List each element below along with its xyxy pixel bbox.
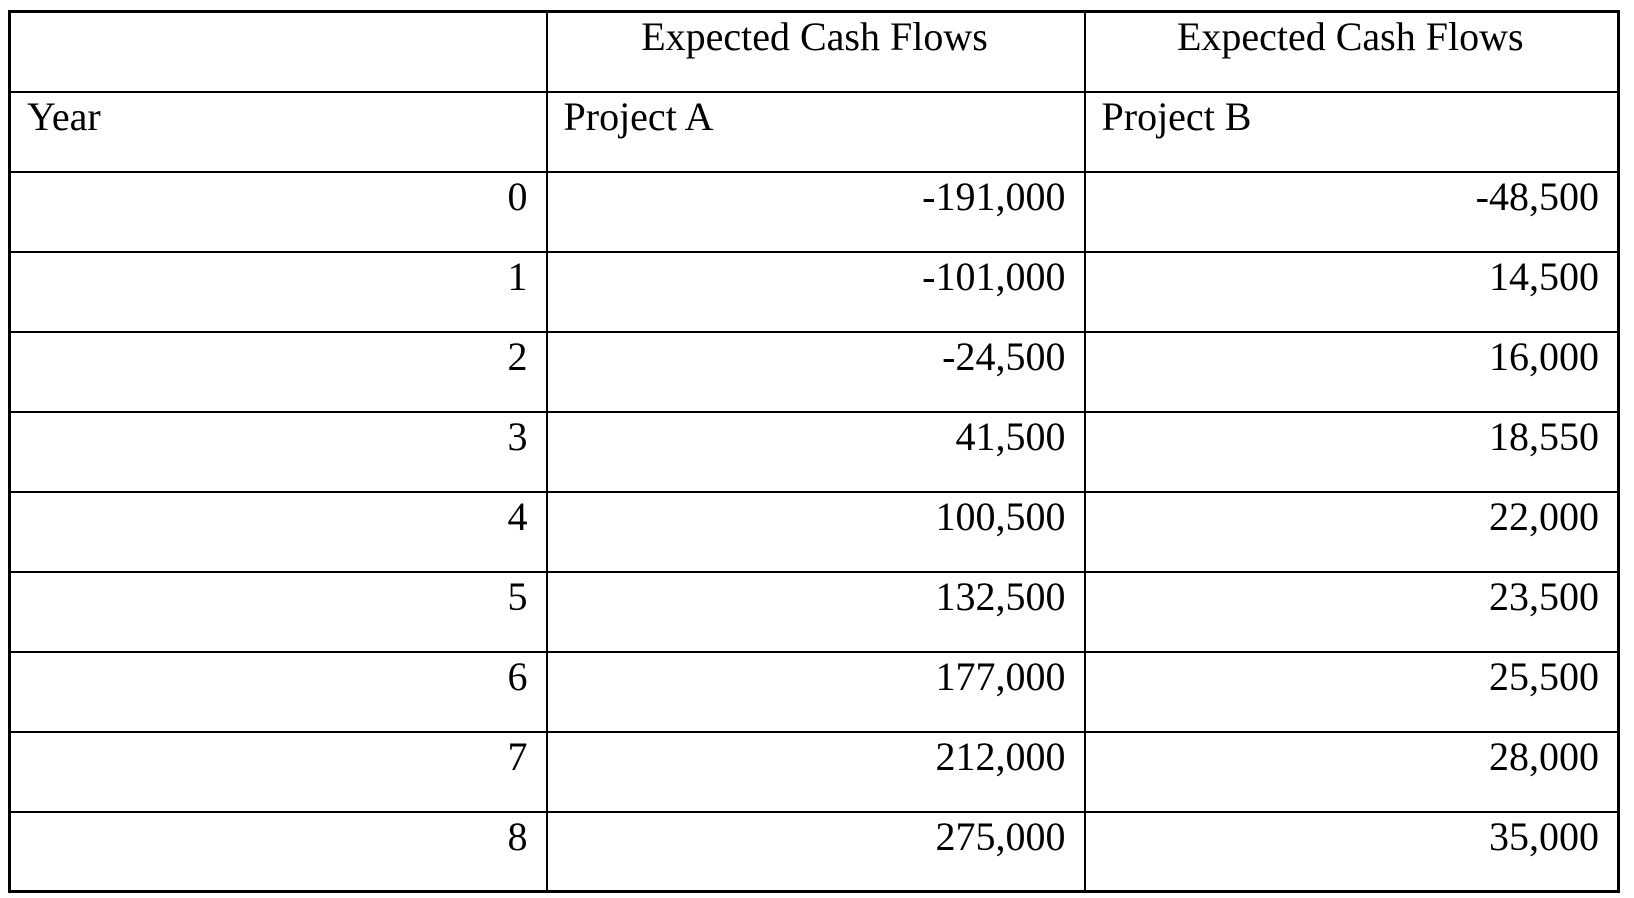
project-b-cell: 18,550 [1083,410,1620,493]
project-a-cell: -24,500 [545,330,1086,413]
year-cell: 1 [8,250,548,333]
project-b-column-header: Project B [1083,90,1620,173]
year-cell: 6 [8,650,548,733]
table-header-row-labels: Year Project A Project B [8,90,1620,173]
project-a-cell: -191,000 [545,170,1086,253]
project-b-cell: 35,000 [1083,810,1620,893]
table-row: 0 -191,000 -48,500 [8,170,1620,253]
project-a-cell: 41,500 [545,410,1086,493]
project-b-cell: 16,000 [1083,330,1620,413]
expected-cash-flows-header-b: Expected Cash Flows [1083,10,1620,93]
year-cell: 0 [8,170,548,253]
table-row: 8 275,000 35,000 [8,810,1620,893]
project-a-cell: 100,500 [545,490,1086,573]
table-row: 2 -24,500 16,000 [8,330,1620,413]
project-a-cell: 132,500 [545,570,1086,653]
expected-cash-flows-table: Expected Cash Flows Expected Cash Flows … [8,10,1620,893]
year-cell: 5 [8,570,548,653]
table-row: 5 132,500 23,500 [8,570,1620,653]
project-a-cell: -101,000 [545,250,1086,333]
project-b-cell: 22,000 [1083,490,1620,573]
table-header-row-top: Expected Cash Flows Expected Cash Flows [8,10,1620,93]
blank-corner-cell [8,10,548,93]
year-cell: 7 [8,730,548,813]
table-row: 6 177,000 25,500 [8,650,1620,733]
year-cell: 2 [8,330,548,413]
table-row: 3 41,500 18,550 [8,410,1620,493]
project-b-cell: 14,500 [1083,250,1620,333]
project-a-cell: 275,000 [545,810,1086,893]
project-a-cell: 177,000 [545,650,1086,733]
project-b-cell: 25,500 [1083,650,1620,733]
project-b-cell: 23,500 [1083,570,1620,653]
table-row: 1 -101,000 14,500 [8,250,1620,333]
project-b-cell: -48,500 [1083,170,1620,253]
project-a-column-header: Project A [545,90,1086,173]
expected-cash-flows-header-a: Expected Cash Flows [545,10,1086,93]
table-row: 4 100,500 22,000 [8,490,1620,573]
year-column-header: Year [8,90,548,173]
year-cell: 8 [8,810,548,893]
project-a-cell: 212,000 [545,730,1086,813]
project-b-cell: 28,000 [1083,730,1620,813]
year-cell: 4 [8,490,548,573]
year-cell: 3 [8,410,548,493]
table-row: 7 212,000 28,000 [8,730,1620,813]
